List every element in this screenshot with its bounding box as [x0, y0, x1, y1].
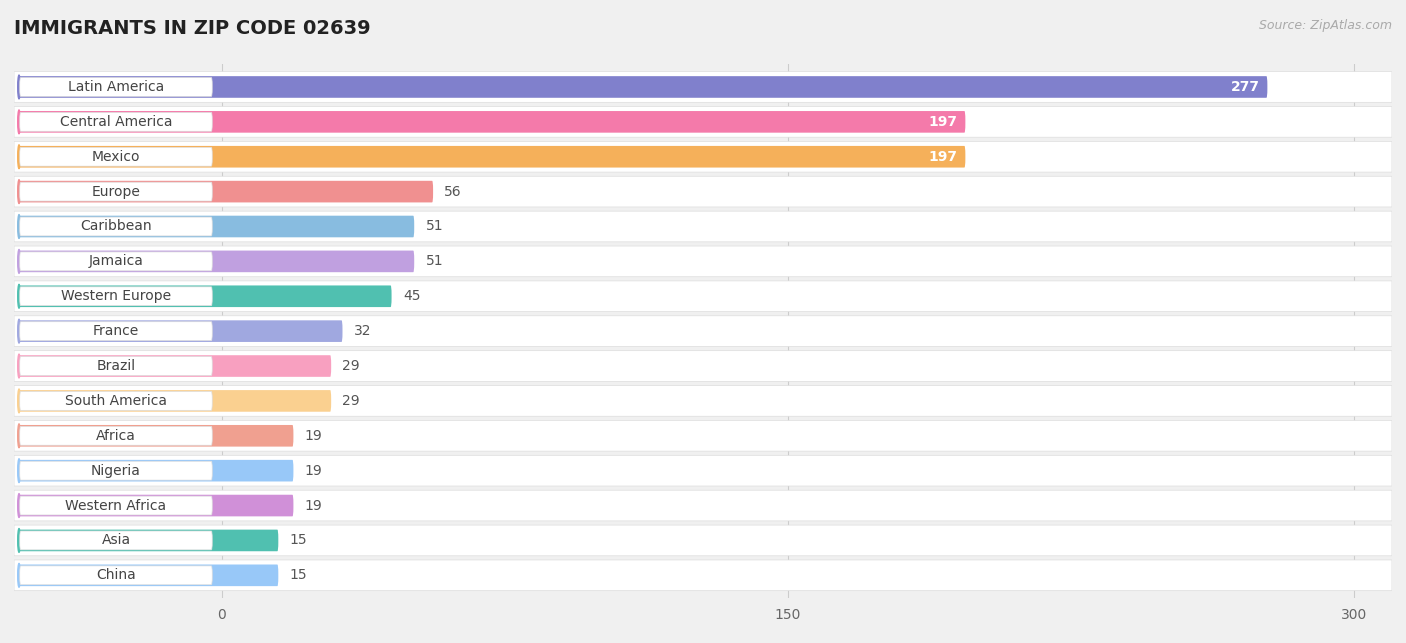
Text: Mexico: Mexico [91, 150, 141, 164]
Text: 277: 277 [1230, 80, 1260, 94]
FancyBboxPatch shape [20, 392, 212, 410]
FancyBboxPatch shape [20, 531, 212, 550]
Circle shape [18, 145, 20, 168]
FancyBboxPatch shape [20, 566, 212, 584]
FancyBboxPatch shape [20, 147, 212, 166]
Text: 45: 45 [404, 289, 420, 303]
FancyBboxPatch shape [20, 357, 212, 376]
FancyBboxPatch shape [18, 565, 278, 586]
Text: Western Africa: Western Africa [66, 498, 166, 512]
Text: Western Europe: Western Europe [60, 289, 172, 303]
FancyBboxPatch shape [18, 355, 332, 377]
FancyBboxPatch shape [20, 113, 212, 131]
FancyBboxPatch shape [20, 217, 212, 236]
Circle shape [18, 563, 20, 587]
Circle shape [18, 529, 20, 552]
Text: 15: 15 [290, 568, 308, 583]
Text: 19: 19 [305, 498, 322, 512]
Text: Source: ZipAtlas.com: Source: ZipAtlas.com [1258, 19, 1392, 32]
FancyBboxPatch shape [20, 287, 212, 305]
Text: 29: 29 [343, 394, 360, 408]
Text: 19: 19 [305, 464, 322, 478]
FancyBboxPatch shape [14, 141, 1392, 172]
FancyBboxPatch shape [14, 490, 1392, 521]
Text: 15: 15 [290, 534, 308, 547]
FancyBboxPatch shape [14, 107, 1392, 137]
Text: 56: 56 [444, 185, 463, 199]
Circle shape [18, 249, 20, 273]
Text: 19: 19 [305, 429, 322, 443]
Circle shape [18, 320, 20, 343]
Text: Brazil: Brazil [97, 359, 135, 373]
Circle shape [18, 354, 20, 378]
Text: South America: South America [65, 394, 167, 408]
FancyBboxPatch shape [14, 455, 1392, 486]
FancyBboxPatch shape [14, 421, 1392, 451]
Text: Latin America: Latin America [67, 80, 165, 94]
FancyBboxPatch shape [18, 530, 278, 551]
Text: 51: 51 [426, 255, 443, 268]
FancyBboxPatch shape [18, 181, 433, 203]
Text: China: China [96, 568, 136, 583]
FancyBboxPatch shape [18, 251, 415, 272]
FancyBboxPatch shape [18, 215, 415, 237]
FancyBboxPatch shape [20, 426, 212, 445]
FancyBboxPatch shape [18, 111, 966, 132]
FancyBboxPatch shape [14, 211, 1392, 242]
Circle shape [18, 215, 20, 239]
Text: Nigeria: Nigeria [91, 464, 141, 478]
FancyBboxPatch shape [18, 320, 343, 342]
FancyBboxPatch shape [18, 285, 391, 307]
FancyBboxPatch shape [18, 460, 294, 482]
FancyBboxPatch shape [14, 560, 1392, 591]
Circle shape [18, 180, 20, 203]
FancyBboxPatch shape [14, 176, 1392, 207]
FancyBboxPatch shape [14, 316, 1392, 347]
FancyBboxPatch shape [14, 246, 1392, 276]
Text: 197: 197 [929, 115, 957, 129]
Circle shape [18, 424, 20, 448]
Circle shape [18, 459, 20, 482]
FancyBboxPatch shape [18, 146, 966, 168]
Circle shape [18, 75, 20, 99]
Circle shape [18, 389, 20, 413]
Text: Europe: Europe [91, 185, 141, 199]
FancyBboxPatch shape [14, 281, 1392, 312]
Text: Asia: Asia [101, 534, 131, 547]
Text: France: France [93, 324, 139, 338]
FancyBboxPatch shape [20, 461, 212, 480]
Circle shape [18, 110, 20, 134]
FancyBboxPatch shape [20, 182, 212, 201]
FancyBboxPatch shape [18, 425, 294, 447]
Text: Jamaica: Jamaica [89, 255, 143, 268]
FancyBboxPatch shape [20, 78, 212, 96]
Text: 51: 51 [426, 219, 443, 233]
FancyBboxPatch shape [18, 76, 1267, 98]
Text: 197: 197 [929, 150, 957, 164]
Circle shape [18, 284, 20, 308]
Text: Africa: Africa [96, 429, 136, 443]
Text: 32: 32 [354, 324, 371, 338]
FancyBboxPatch shape [20, 496, 212, 515]
FancyBboxPatch shape [18, 494, 294, 516]
FancyBboxPatch shape [20, 252, 212, 271]
FancyBboxPatch shape [20, 322, 212, 341]
FancyBboxPatch shape [14, 386, 1392, 416]
Text: Central America: Central America [59, 115, 173, 129]
FancyBboxPatch shape [14, 71, 1392, 102]
FancyBboxPatch shape [14, 350, 1392, 381]
Text: 29: 29 [343, 359, 360, 373]
FancyBboxPatch shape [18, 390, 332, 412]
Circle shape [18, 494, 20, 518]
Text: Caribbean: Caribbean [80, 219, 152, 233]
FancyBboxPatch shape [14, 525, 1392, 556]
Text: IMMIGRANTS IN ZIP CODE 02639: IMMIGRANTS IN ZIP CODE 02639 [14, 19, 371, 39]
